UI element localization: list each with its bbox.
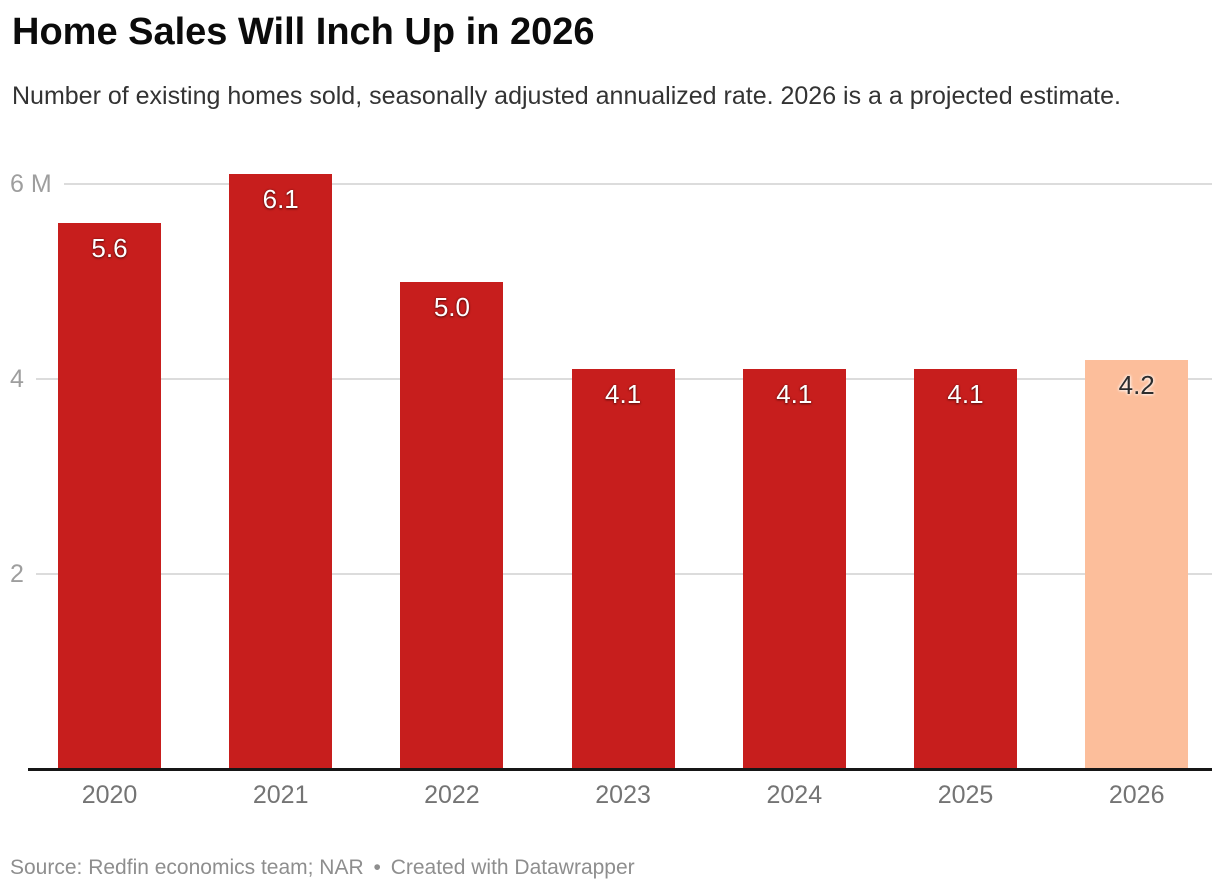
y-axis-tick-label-2: 2 — [10, 559, 36, 589]
bar-value-label-2020: 5.6 — [91, 233, 128, 263]
gridline-6 — [28, 183, 1212, 185]
bar-value-label-2025: 4.1 — [947, 379, 984, 410]
x-axis-label-2023: 2023 — [595, 781, 651, 809]
x-axis-line — [28, 768, 1212, 771]
bar-2022[interactable] — [400, 281, 504, 769]
bar-2026[interactable] — [1085, 359, 1189, 769]
chart-title: Home Sales Will Inch Up in 2026 — [12, 11, 595, 53]
chart-footer: Source: Redfin economics team; NAR • Cre… — [10, 856, 635, 880]
footer-separator: • — [373, 856, 381, 879]
bar-2023[interactable] — [571, 369, 675, 769]
bar-2020[interactable] — [58, 223, 161, 769]
bar-2021[interactable] — [229, 174, 333, 769]
x-axis-label-2024: 2024 — [766, 781, 823, 809]
bar-chart-plot-area: 2 4 6 M 5.6 2020 6.1 2021 5.0 2022 4.1 2023 4.1 2024… — [0, 160, 1220, 820]
bar-value-label-2021: 6.1 — [262, 184, 299, 215]
chart-subtitle: Number of existing homes sold, seasonall… — [12, 82, 1121, 110]
y-axis-tick-label-4: 4 — [10, 364, 36, 394]
x-axis-label-2020: 2020 — [81, 781, 138, 809]
datawrapper-attribution-link[interactable]: Created with Datawrapper — [390, 856, 635, 879]
bar-value-label-2026: 4.2 — [1118, 369, 1155, 400]
x-axis-label-2022: 2022 — [424, 781, 480, 809]
bar-value-label-2023: 4.1 — [605, 379, 642, 410]
bar-value-label-2022: 5.0 — [433, 291, 470, 322]
bar-value-label-2024: 4.1 — [776, 379, 813, 410]
y-axis-tick-label-6: 6 M — [10, 169, 64, 199]
bar-2024[interactable] — [742, 369, 846, 769]
bar-2025[interactable] — [914, 369, 1017, 769]
x-axis-label-2021: 2021 — [252, 781, 309, 809]
x-axis-label-2026: 2026 — [1108, 781, 1165, 809]
x-axis-label-2025: 2025 — [937, 781, 994, 809]
source-text: Source: Redfin economics team; NAR — [10, 856, 364, 879]
